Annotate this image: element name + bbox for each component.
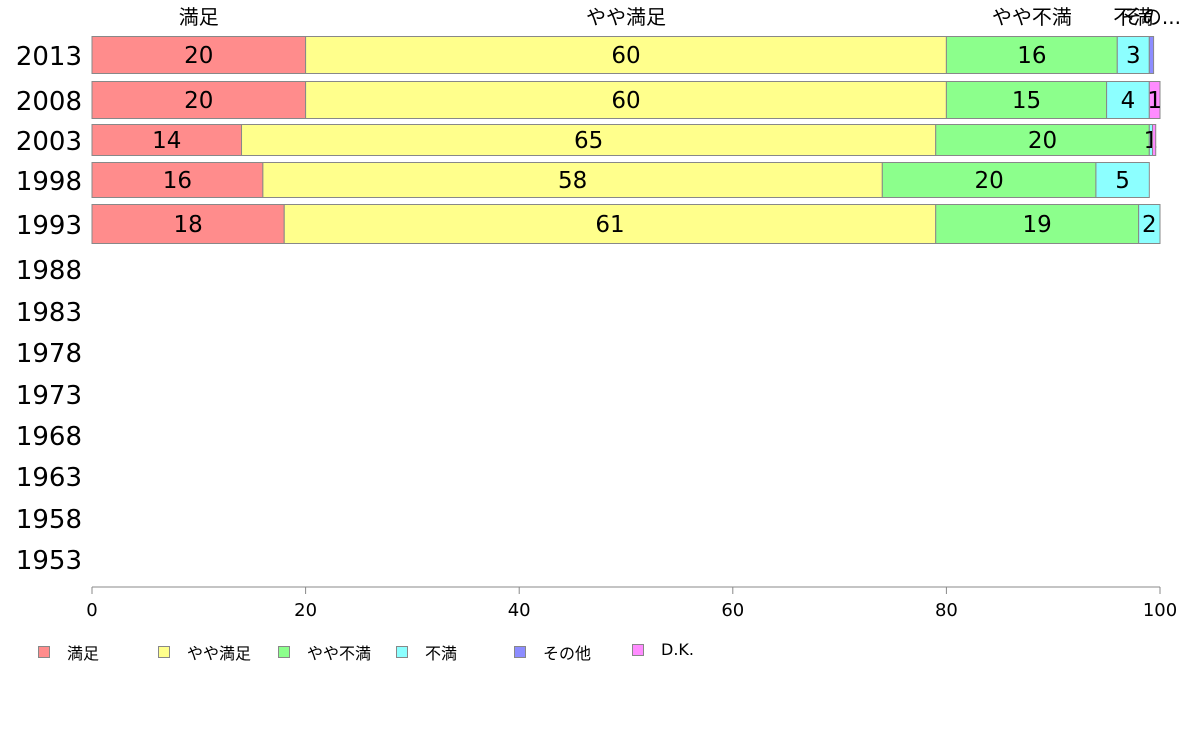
- legend-item: 満足: [38, 640, 99, 664]
- bar-value-label: 2: [1142, 212, 1157, 238]
- bar-value-label: 19: [1023, 212, 1052, 238]
- legend-item: D.K.: [632, 640, 694, 659]
- bar-value-label: 16: [1017, 43, 1046, 69]
- legend-label: D.K.: [661, 640, 694, 659]
- bar-value-label: 15: [1012, 88, 1041, 114]
- series-top-label: その...: [1122, 5, 1181, 29]
- legend-swatch: [632, 643, 644, 656]
- bar-segment: [945, 36, 1118, 74]
- bar-segment: [241, 124, 937, 156]
- legend-item: やや不満: [278, 640, 371, 664]
- y-tick-label: 1958: [16, 505, 82, 535]
- legend-swatch: [278, 646, 290, 658]
- bar-value-label: 60: [611, 43, 640, 69]
- x-tick-label: 20: [294, 600, 317, 621]
- bar-value-label: 20: [1028, 128, 1057, 154]
- bar-segment: [305, 36, 947, 74]
- bar-value-label: 20: [184, 43, 213, 69]
- bar-value-label: 1: [1147, 88, 1162, 114]
- bar-value-label: 20: [184, 88, 213, 114]
- y-tick-label: 1978: [16, 339, 82, 369]
- bar-value-label: 18: [173, 212, 202, 238]
- bar-value-label: 61: [595, 212, 624, 238]
- x-tick-label: 40: [508, 600, 531, 621]
- y-tick-label: 1963: [16, 463, 82, 493]
- legend-swatch: [514, 646, 526, 658]
- bar-segment: [1138, 204, 1161, 244]
- bar-segment: [1095, 162, 1150, 198]
- bar-value-label: 14: [152, 128, 181, 154]
- bar-segment: [1148, 36, 1155, 74]
- bar-segment: [283, 204, 937, 244]
- legend-item: 不満: [396, 640, 457, 664]
- y-tick-label: 2008: [16, 87, 82, 117]
- legend: 満足 やや満足 やや不満 不満 その他 D.K.: [38, 640, 1038, 663]
- bar-value-label: 58: [558, 168, 587, 194]
- series-top-label: 不満: [1113, 5, 1153, 29]
- x-tick-label: 60: [721, 600, 744, 621]
- bar-value-label: 20: [974, 168, 1003, 194]
- bar-value-label: 60: [611, 88, 640, 114]
- bar-segment: [1106, 81, 1150, 119]
- bar-segment: [1148, 81, 1161, 119]
- legend-swatch: [396, 646, 408, 658]
- bar-value-label: 4: [1121, 88, 1136, 114]
- bar-segment: [305, 81, 947, 119]
- legend-item: やや満足: [158, 640, 251, 664]
- y-tick-label: 1953: [16, 546, 82, 576]
- bar-value-label: 16: [163, 168, 192, 194]
- bar-segment: [945, 81, 1108, 119]
- x-tick-label: 100: [1143, 600, 1177, 621]
- bar-segment: [91, 36, 307, 74]
- bar-segment: [91, 204, 285, 244]
- legend-label: その他: [543, 644, 592, 663]
- y-tick-label: 1973: [16, 381, 82, 411]
- bar-segment: [262, 162, 883, 198]
- bar-value-label: 3: [1126, 43, 1141, 69]
- y-tick-label: 1998: [16, 167, 82, 197]
- series-top-label: やや不満: [992, 5, 1072, 29]
- bar-segment: [91, 81, 307, 119]
- series-top-label: 満足: [179, 5, 219, 29]
- legend-label: やや不満: [307, 644, 372, 663]
- y-tick-label: 1968: [16, 422, 82, 452]
- bar-segment: [1152, 124, 1157, 156]
- legend-label: 満足: [67, 644, 100, 663]
- bar-segment: [91, 124, 243, 156]
- series-top-label: やや満足: [586, 5, 666, 29]
- bar-segment: [935, 204, 1140, 244]
- bar-value-label: 5: [1115, 168, 1130, 194]
- y-tick-label: 1993: [16, 211, 82, 241]
- bar-value-label: 65: [574, 128, 603, 154]
- x-tick-label: 0: [86, 600, 97, 621]
- y-tick-label: 1988: [16, 256, 82, 286]
- legend-item: その他: [514, 640, 591, 664]
- legend-label: 不満: [425, 644, 458, 663]
- y-tick-label: 2013: [16, 42, 82, 72]
- y-tick-label: 2003: [16, 127, 82, 157]
- legend-label: やや満足: [187, 644, 252, 663]
- legend-swatch: [158, 646, 170, 658]
- y-tick-label: 1983: [16, 298, 82, 328]
- legend-swatch: [38, 646, 50, 658]
- bar-segment: [935, 124, 1150, 156]
- x-tick-label: 80: [935, 600, 958, 621]
